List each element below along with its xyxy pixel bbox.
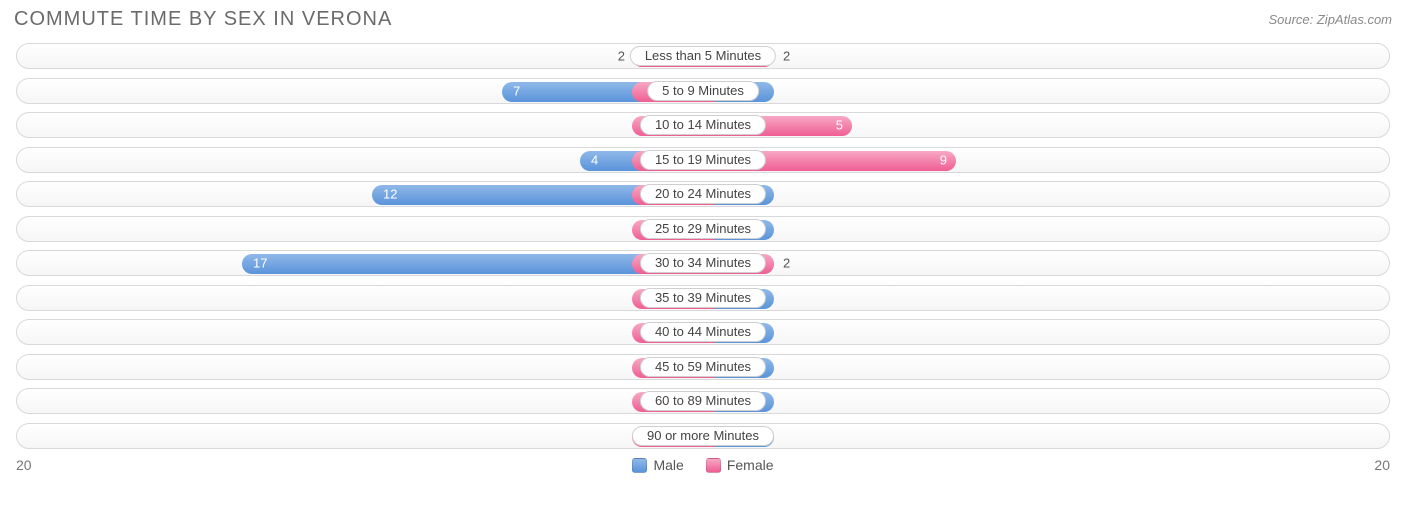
category-label: Less than 5 Minutes [630, 46, 776, 66]
chart-row: 0025 to 29 Minutes [16, 216, 1390, 242]
chart-row: 0040 to 44 Minutes [16, 319, 1390, 345]
category-label: 30 to 34 Minutes [640, 253, 766, 273]
category-label: 15 to 19 Minutes [640, 150, 766, 170]
category-label: 25 to 29 Minutes [640, 219, 766, 239]
chart-row: 1510 to 14 Minutes [16, 112, 1390, 138]
value-male: 17 [253, 256, 267, 271]
legend-item-female: Female [706, 457, 774, 473]
swatch-male-icon [632, 458, 647, 473]
value-female: 9 [940, 152, 947, 167]
chart-row: 0060 to 89 Minutes [16, 388, 1390, 414]
axis-max-left: 20 [16, 457, 32, 473]
value-female: 5 [836, 118, 843, 133]
value-male: 2 [618, 49, 625, 64]
chart-area: 22Less than 5 Minutes705 to 9 Minutes151… [14, 43, 1392, 449]
value-male: 4 [591, 152, 598, 167]
chart-row: 2 2 Less than 5 Minutes [16, 43, 1390, 69]
swatch-female-icon [706, 458, 721, 473]
chart-row: 0045 to 59 Minutes [16, 354, 1390, 380]
legend: Male Female [632, 457, 773, 473]
legend-female-label: Female [727, 457, 774, 473]
value-female: 2 [783, 49, 790, 64]
chart-row: 17 2 30 to 34 Minutes [16, 250, 1390, 276]
chart-row: 4 9 15 to 19 Minutes [16, 147, 1390, 173]
category-label: 45 to 59 Minutes [640, 357, 766, 377]
value-female: 2 [783, 256, 790, 271]
chart-row: 705 to 9 Minutes [16, 78, 1390, 104]
value-male: 12 [383, 187, 397, 202]
chart-header: COMMUTE TIME BY SEX IN VERONA Source: Zi… [14, 8, 1392, 31]
category-label: 40 to 44 Minutes [640, 322, 766, 342]
category-label: 60 to 89 Minutes [640, 391, 766, 411]
chart-footer: 20 Male Female 20 [14, 457, 1392, 473]
chart-container: COMMUTE TIME BY SEX IN VERONA Source: Zi… [0, 0, 1406, 522]
chart-row: 0090 or more Minutes [16, 423, 1390, 449]
value-male: 7 [513, 83, 520, 98]
chart-row: 12020 to 24 Minutes [16, 181, 1390, 207]
category-label: 5 to 9 Minutes [647, 81, 759, 101]
category-label: 20 to 24 Minutes [640, 184, 766, 204]
category-label: 10 to 14 Minutes [640, 115, 766, 135]
legend-item-male: Male [632, 457, 683, 473]
chart-title: COMMUTE TIME BY SEX IN VERONA [14, 8, 392, 31]
chart-source: Source: ZipAtlas.com [1268, 8, 1392, 27]
chart-row: 0035 to 39 Minutes [16, 285, 1390, 311]
legend-male-label: Male [653, 457, 683, 473]
category-label: 90 or more Minutes [632, 426, 774, 446]
category-label: 35 to 39 Minutes [640, 288, 766, 308]
axis-max-right: 20 [1374, 457, 1390, 473]
